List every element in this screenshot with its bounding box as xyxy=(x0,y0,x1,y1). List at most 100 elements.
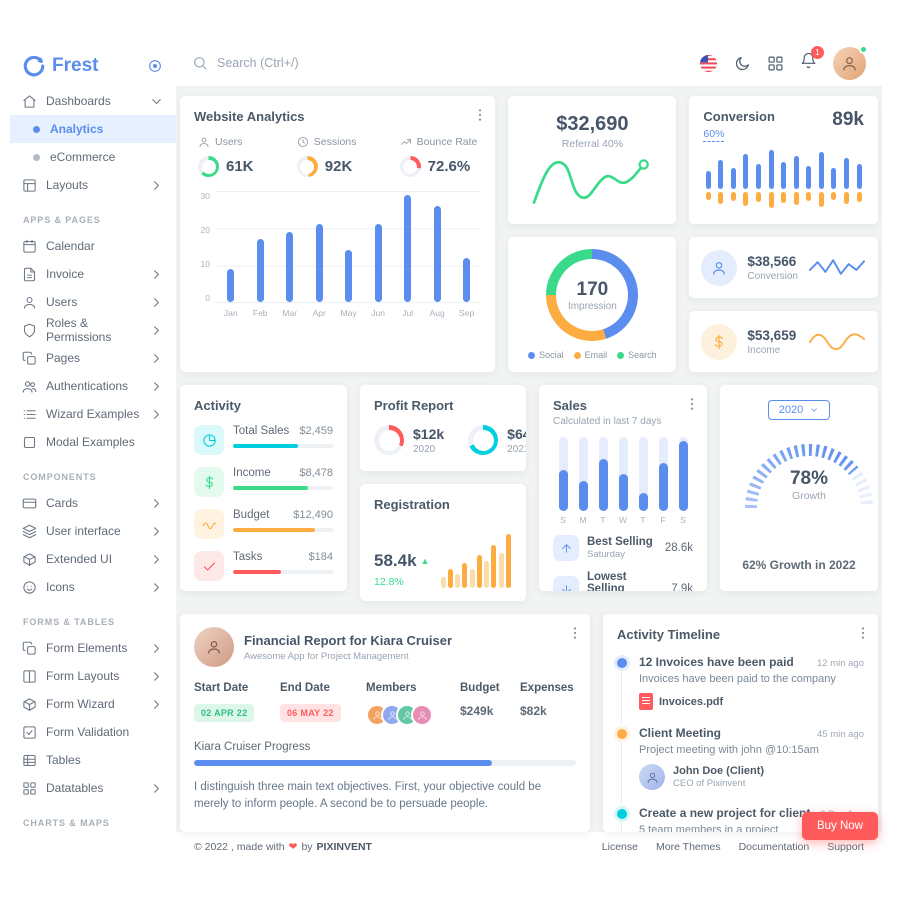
donut-legend: Social Email Search xyxy=(528,350,657,360)
stat-value: $53,659 xyxy=(747,327,797,343)
sidebar-item-pages[interactable]: Pages xyxy=(10,344,176,372)
growth-footer-text: 62% Growth in 2022 xyxy=(742,558,856,572)
column-header: End Date xyxy=(280,682,330,694)
chevron-right-icon xyxy=(149,351,164,366)
growth-gauge-chart xyxy=(745,443,873,509)
kebab-menu-icon[interactable] xyxy=(855,625,871,641)
year-select-dropdown[interactable]: 2020 xyxy=(767,400,831,420)
day-label: T xyxy=(640,515,646,525)
sidebar-item-invoice[interactable]: Invoice xyxy=(10,260,176,288)
kebab-menu-icon[interactable] xyxy=(472,107,488,123)
frest-logo-icon xyxy=(23,55,45,77)
kiara-progress-bar xyxy=(194,760,576,766)
sidebar-item-label: Extended UI xyxy=(46,552,113,566)
sidebar-item-users[interactable]: Users xyxy=(10,288,176,316)
sidebar-item-form-validation[interactable]: Form Validation xyxy=(10,718,176,746)
dollar-circle-icon xyxy=(701,323,738,360)
footer-link-license[interactable]: License xyxy=(601,841,638,853)
clock-icon xyxy=(297,136,309,148)
dark-mode-moon-icon[interactable] xyxy=(734,55,751,72)
sidebar-item-extended-ui[interactable]: Extended UI xyxy=(10,545,176,573)
buy-now-button[interactable]: Buy Now xyxy=(801,812,878,840)
sidebar-item-ecommerce[interactable]: eCommerce xyxy=(10,143,176,171)
sidebar-item-dashboards[interactable]: Dashboards xyxy=(10,87,176,115)
sidebar-item-cards[interactable]: Cards xyxy=(10,489,176,517)
sidebar-item-icons[interactable]: Icons xyxy=(10,573,176,601)
bar-series xyxy=(216,191,481,302)
sidebar-item-analytics[interactable]: Analytics xyxy=(10,115,176,143)
language-flag-icon[interactable] xyxy=(699,54,718,73)
footer-link-support[interactable]: Support xyxy=(827,841,864,853)
file-icon xyxy=(22,267,37,282)
person-row: John Doe (Client) CEO of Pixinvent xyxy=(639,764,864,790)
kebab-menu-icon[interactable] xyxy=(684,396,700,412)
online-status-dot xyxy=(859,44,868,54)
timeline-item-invoices: 12 Invoices have been paid 12 min ago In… xyxy=(617,655,864,726)
conversion-stat-card: $38,566 Conversion xyxy=(689,237,878,298)
user-avatar[interactable] xyxy=(833,44,868,80)
user-icon xyxy=(206,639,222,655)
sidebar-item-layouts[interactable]: Layouts xyxy=(10,171,176,199)
person-name: John Doe (Client) xyxy=(673,765,765,777)
user-icon xyxy=(198,136,210,148)
footer-link-more-themes[interactable]: More Themes xyxy=(656,841,721,853)
arrow-up-icon xyxy=(553,535,579,561)
sidebar-item-label: Wizard Examples xyxy=(46,407,140,421)
sidebar-item-roles-permissions[interactable]: Roles & Permissions xyxy=(10,316,176,344)
legend-dot xyxy=(617,351,625,359)
user-circle-icon xyxy=(701,249,738,286)
sidebar-item-tables[interactable]: Tables xyxy=(10,746,176,774)
wave-icon xyxy=(194,509,224,539)
x-axis-labels: Jan Feb Mar Apr May Jun Jul Aug Sep xyxy=(216,308,481,318)
plot-area xyxy=(216,191,482,303)
sidebar-section-charts-maps: CHARTS & MAPS xyxy=(23,818,110,828)
sessions-progress-ring xyxy=(296,156,318,177)
chevron-right-icon xyxy=(149,580,164,595)
stat-bounce-rate: Bounce Rate 72.6% xyxy=(399,136,477,177)
sidebar-item-form-elements[interactable]: Form Elements xyxy=(10,634,176,662)
y-tick: 30 xyxy=(200,191,210,201)
impression-label: Impression xyxy=(567,300,617,312)
financial-description: I distinguish three main text objectives… xyxy=(194,781,542,811)
grid-icon xyxy=(22,781,37,796)
bullet-icon xyxy=(33,125,40,133)
sidebar-item-wizard-examples[interactable]: Wizard Examples xyxy=(10,400,176,428)
day-label: W xyxy=(618,515,628,525)
sidebar-item-user-interface[interactable]: User interface xyxy=(10,517,176,545)
search-input[interactable] xyxy=(217,56,685,70)
notification-count-badge: 1 xyxy=(811,46,824,59)
financial-report-subtitle: Awesome App for Project Management xyxy=(244,650,409,662)
apps-grid-icon[interactable] xyxy=(767,55,784,72)
end-date-badge: 06 MAY 22 xyxy=(280,704,341,722)
sidebar-section-components: COMPONENTS xyxy=(23,472,97,482)
sidebar-item-label: User interface xyxy=(46,524,121,538)
sidebar-item-authentications[interactable]: Authentications xyxy=(10,372,176,400)
sidebar-item-label: Tables xyxy=(46,753,81,767)
sidebar-item-modal-examples[interactable]: Modal Examples xyxy=(10,428,176,456)
budget-value: $249k xyxy=(460,704,494,718)
stat-label: Sessions xyxy=(313,136,357,148)
sidebar-item-form-layouts[interactable]: Form Layouts xyxy=(10,662,176,690)
lowest-selling-row: Lowest Selling Thursday 7.9k xyxy=(553,571,693,591)
users-progress-ring xyxy=(198,156,219,177)
card-title: Website Analytics xyxy=(194,109,305,124)
card-title: Profit Report xyxy=(374,398,454,413)
sidebar-item-form-wizard[interactable]: Form Wizard xyxy=(10,690,176,718)
chevron-right-icon xyxy=(149,496,164,511)
day-label: F xyxy=(660,515,666,525)
best-selling-label: Best Selling xyxy=(587,536,653,548)
caret-up-icon: ▲ xyxy=(420,556,430,566)
notifications-bell[interactable]: 1 xyxy=(800,46,824,74)
app-window: Frest Dashboards Analytics eCommerce Lay… xyxy=(10,40,882,862)
footer-link-documentation[interactable]: Documentation xyxy=(738,841,810,853)
attachment-row[interactable]: Invoices.pdf xyxy=(639,693,864,710)
sidebar-item-calendar[interactable]: Calendar xyxy=(10,232,176,260)
kebab-menu-icon[interactable] xyxy=(567,625,583,641)
sidebar-item-datatables[interactable]: Datatables xyxy=(10,774,176,802)
copyright-text: © 2022 , made with xyxy=(194,841,285,853)
timeline-body: Project meeting with john @10:15am xyxy=(639,744,819,756)
day-label: S xyxy=(560,515,566,525)
sidebar-collapse-toggle-icon[interactable] xyxy=(147,58,163,74)
timeline-title: Client Meeting xyxy=(639,726,722,740)
x-label: Jan xyxy=(223,308,238,318)
